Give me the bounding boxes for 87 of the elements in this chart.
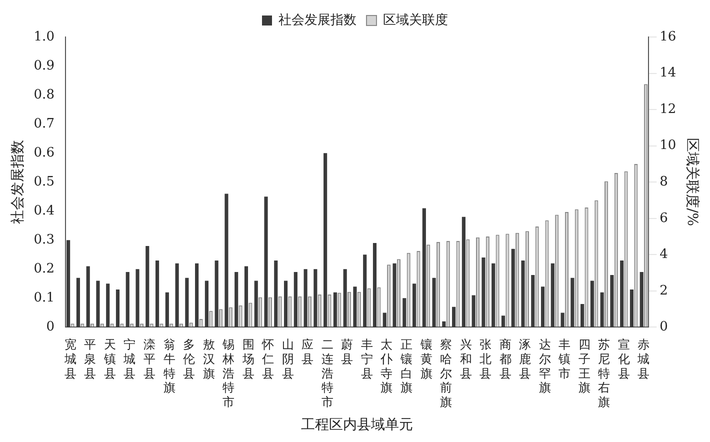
y-tick-label: 0.3	[34, 232, 54, 248]
bar	[244, 266, 248, 328]
bar	[442, 321, 446, 328]
bar	[155, 260, 160, 328]
bar	[214, 260, 218, 328]
bar	[452, 306, 456, 328]
y2-tick-label: 2	[660, 283, 668, 298]
bar	[76, 278, 80, 328]
x-tick-label: 山阴县	[282, 338, 294, 380]
x-tick-label: 镶黄旗	[419, 338, 432, 380]
bar	[640, 272, 644, 328]
bar	[185, 278, 189, 328]
x-tick-label: 达尔罕旗	[538, 338, 551, 395]
legend-label: 社会发展指数	[278, 12, 356, 28]
bar	[175, 263, 179, 328]
y2-axis-title: 区域关联度/%	[684, 138, 700, 226]
x-tick-label: 兴和县	[460, 338, 472, 380]
bar	[116, 289, 120, 328]
x-tick-label: 怀仁县	[261, 338, 274, 380]
x-tick-label: 宣化县	[618, 338, 630, 380]
bar	[204, 280, 208, 328]
bar	[96, 280, 100, 328]
x-tick-label: 多伦县	[183, 338, 196, 380]
bar	[630, 289, 634, 328]
x-tick-label: 二连浩特市	[321, 338, 334, 410]
bar	[580, 304, 584, 328]
y-tick-label: 0.7	[34, 116, 54, 132]
x-tick-label: 锡林浩特市	[222, 338, 235, 410]
x-tick-label: 滦平县	[143, 338, 156, 380]
x-tick-label: 察哈尔前旗	[440, 338, 452, 410]
x-tick-label: 宽城县	[63, 338, 76, 380]
y2-tick-label: 4	[660, 247, 668, 262]
y-tick-label: 1.0	[34, 29, 54, 44]
y2-tick-label: 0	[660, 320, 668, 335]
x-tick-label: 正镶白旗	[399, 338, 412, 395]
y-tick-label: 0.9	[34, 58, 54, 74]
y2-tick-label: 10	[660, 138, 676, 154]
y2-tick-label: 12	[660, 102, 676, 117]
x-tick-label: 翁牛特旗	[163, 338, 176, 395]
x-tick-label: 商都县	[499, 338, 512, 380]
bar	[382, 312, 386, 328]
x-tick-label: 太仆寺旗	[380, 338, 394, 395]
bar	[224, 194, 228, 328]
bar	[136, 269, 140, 328]
bar	[86, 266, 90, 328]
bar	[324, 153, 328, 328]
bar	[195, 263, 199, 328]
x-tick-label: 赤城县	[636, 338, 650, 380]
y2-tick-label: 8	[660, 174, 668, 190]
bar	[372, 243, 377, 328]
bar	[600, 292, 604, 328]
bar	[146, 246, 150, 328]
bar	[501, 316, 506, 328]
y-tick-label: 0.8	[34, 87, 54, 102]
bar	[560, 312, 564, 328]
x-tick-label: 四子王旗	[578, 338, 590, 395]
x-tick-label: 蔚县	[341, 338, 354, 366]
bar	[264, 196, 268, 328]
bar	[165, 292, 169, 328]
x-tick-label: 张北县	[480, 338, 492, 380]
y-tick-label: 0	[46, 320, 54, 335]
y-tick-label: 0.2	[34, 262, 54, 277]
y2-tick-label: 16	[660, 29, 676, 44]
y-tick-label: 0.4	[34, 203, 54, 218]
x-tick-label: 涿鹿县	[519, 338, 532, 380]
y2-tick-label: 14	[660, 66, 676, 81]
x-tick-label: 天镇县	[102, 338, 116, 380]
y-axis-title: 社会发展指数	[10, 140, 26, 224]
bar	[234, 272, 238, 328]
bar	[126, 272, 130, 328]
x-tick-label: 丰宁县	[360, 338, 373, 380]
x-tick-label: 围场县	[241, 338, 254, 380]
legend-label: 区域关联度	[383, 12, 448, 28]
x-tick-label: 丰镇市	[558, 338, 571, 380]
x-axis-title: 工程区内县域单元	[301, 417, 414, 434]
x-tick-label: 敖汉旗	[202, 338, 215, 380]
y-tick-label: 0.1	[34, 290, 54, 306]
x-tick-label: 平泉县	[84, 338, 96, 380]
bar	[106, 284, 110, 328]
x-tick-label: 宁城县	[122, 338, 136, 380]
y2-tick-label: 6	[660, 210, 668, 226]
x-tick-label: 应县	[302, 338, 314, 366]
x-tick-label: 苏尼特右旗	[598, 338, 610, 410]
bar	[66, 240, 70, 328]
bar	[274, 260, 278, 328]
y-tick-label: 0.5	[34, 174, 54, 190]
y-tick-label: 0.6	[34, 145, 54, 160]
